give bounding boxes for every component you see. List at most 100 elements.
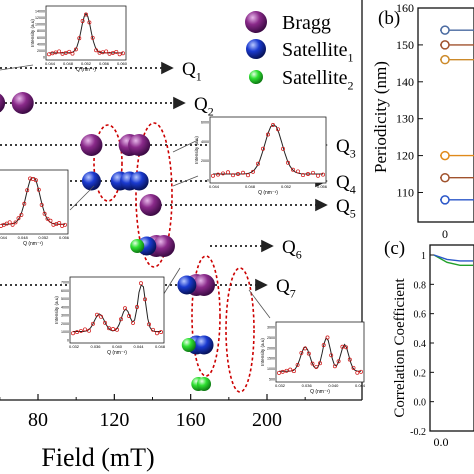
inset-data-point [301,173,305,178]
inset-data-point [318,361,322,366]
inset-data-point [104,49,109,54]
inset-plot: 0.032 0.036 0.040 0.044 0.048 0 1000 2000 3000 40… [54,276,166,356]
q-label: Q7 [276,276,296,300]
panel-b-y-tick-label: 130 [396,112,414,126]
legend-marker [249,70,263,84]
inset-frame [209,116,327,184]
inset-data-point [359,369,363,374]
legend-marker [245,11,267,33]
inset-data-point [119,317,123,322]
inset-data-point [211,173,215,178]
x-tick-label: 120 [99,409,129,431]
inset-data-point [288,367,293,372]
panel-c-label: (c) [384,238,405,259]
inset-y-tick: 2500 [267,336,275,340]
q-label: Q1 [182,59,202,83]
inset-x-tick: 0.056 [317,184,328,189]
inset-data-point [276,127,280,132]
inset-data-point [284,368,289,373]
inset-data-point [90,35,95,40]
inset-data-point [143,297,147,302]
inset-data-point [84,12,88,17]
inset-data-point [340,344,345,349]
inset-y-tick: 4000 [37,42,45,46]
inset-data-point [131,320,135,325]
inset-x-tick: 0.048 [155,344,166,349]
q-label: Q6 [282,237,302,261]
inset-y-tick: 1500 [267,357,275,361]
inset-x-tick: 0.052 [81,61,92,66]
inset-x-tick: 0.044 [209,184,220,189]
inset-data-point [139,281,143,286]
inset-y-tick: 4000 [201,140,209,144]
inset-x-tick: 0.040 [112,344,123,349]
inset-y-tick: 6000 [201,121,209,125]
inset-x-tick: 0.032 [69,344,80,349]
inset-data-point [246,173,250,178]
panel-c-y-ticks: 1 0.8 0.6 0.4 0.2 0.0 -0.2 [410,251,434,438]
inset-x-tick: 0.048 [63,61,74,66]
panel-b-series-point [440,195,450,205]
inset-data-point [39,202,44,207]
bragg-marker [193,274,216,296]
inset-data-point [295,362,300,367]
panel-a-x-label: Field (mT) [41,443,154,472]
inset-fit-line [1,177,65,225]
inset-x-label: Q (nm⁻¹) [310,389,330,395]
inset-data-point [77,36,82,41]
panel-b-y-tick-label: 160 [396,1,414,15]
inset-data-point [67,49,72,54]
inset-data-point [33,178,38,183]
inset-y-tick: 2000 [201,159,209,163]
panel-c: (c) 1 0.8 0.6 0.4 0.2 0.0 -0.2 Correlation Coe… [384,238,474,449]
inset-data-point [110,50,115,55]
inset-data-point [329,353,334,358]
satellite2-marker [181,338,196,352]
inset-data-point [261,146,265,151]
inset-data-point [344,345,349,350]
inset-data-point [280,369,285,374]
inset-data-point [63,50,68,55]
inset-data-point [281,146,285,151]
panel-c-frame [429,244,474,432]
panel-b-series [440,25,474,205]
panel-c-y-tick-label: -0.2 [410,427,426,438]
inset-plot: 0.044 0.048 0.052 0.056 Q (nm⁻¹) [0,169,70,247]
satellite1-marker [177,275,197,295]
inset-y-label: Intensity (a.u) [30,19,35,47]
inset-data-point [79,328,83,333]
inset-y-tick: 6000 [61,289,69,293]
panel-b-y-label: Periodicity (nm) [371,61,390,173]
satellite1-marker [194,335,214,355]
inset-y-tick: 3000 [267,326,275,330]
inset-y-tick: 0 [67,339,69,343]
panel-b-x-tick: 0 [442,227,448,241]
inset-data-point [53,50,58,55]
inset-connector [248,289,271,319]
inset-data-point [306,172,310,176]
inset-x-tick: 0.044 [0,235,8,240]
inset-x-label: Q (nm⁻¹) [258,190,278,196]
inset-data-point [221,171,225,176]
inset-data-point [25,188,30,193]
inset-data-point [114,49,119,54]
inset-y-tick: 14000 [35,10,45,14]
peak-markers [0,92,216,391]
inset-data-point [231,173,235,178]
panel-c-y-label: Correlation Coefficient [392,278,408,418]
panel-b-series-point [440,172,450,183]
inset-data-point [57,221,62,225]
panel-b-series-point [440,25,450,35]
inset-y-tick: 2000 [37,49,45,53]
inset-data-point [94,48,99,53]
inset-data-point [306,351,311,356]
x-tick-label: 160 [176,409,206,431]
inset-data-point [251,169,255,174]
inset-y-tick: 0 [43,56,45,60]
panel-b-y-ticks: 110 120 130 140 150 160 [396,1,423,199]
inset-data-point [135,305,139,309]
insets: 0.044 0.048 0.052 0.056 0.060 0 2000 4000 6000 80… [0,5,366,395]
